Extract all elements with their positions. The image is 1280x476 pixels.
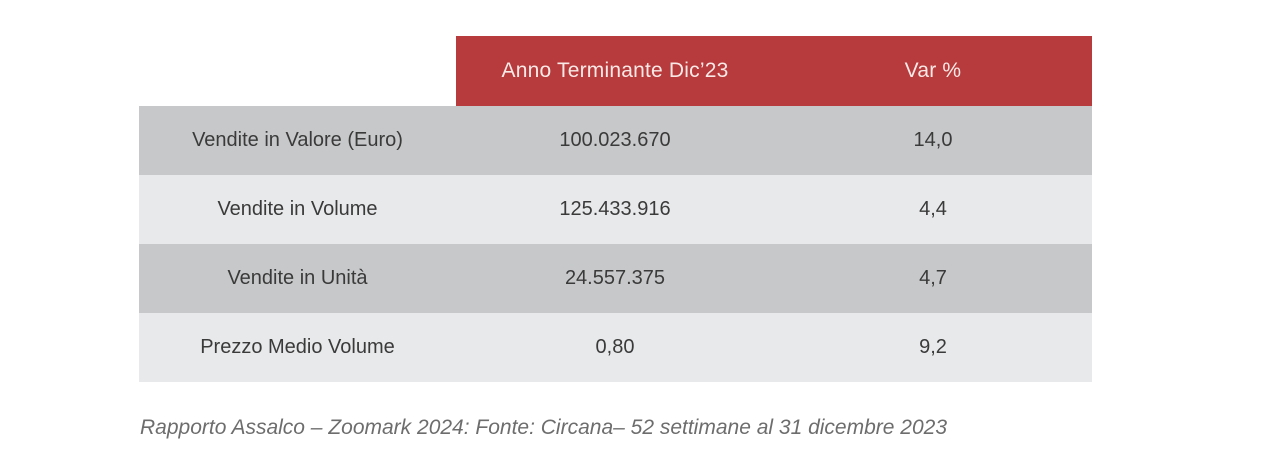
header-spacer bbox=[139, 36, 456, 106]
row-label: Vendite in Volume bbox=[217, 198, 378, 220]
row-var: 4,4 bbox=[919, 198, 947, 220]
table-row: Vendite in Volume 125.433.916 4,4 bbox=[139, 175, 1092, 244]
row-var: 14,0 bbox=[913, 129, 953, 151]
row-var: 4,7 bbox=[919, 267, 947, 289]
row-value: 0,80 bbox=[595, 336, 635, 358]
table-row: Vendite in Valore (Euro) 100.023.670 14,… bbox=[139, 106, 1092, 175]
table-body: Vendite in Valore (Euro) 100.023.670 14,… bbox=[139, 106, 1092, 382]
column-header-var-percent: Var % bbox=[904, 59, 962, 82]
row-label: Vendite in Unità bbox=[227, 267, 368, 289]
row-label: Prezzo Medio Volume bbox=[200, 336, 395, 358]
row-value: 100.023.670 bbox=[559, 129, 671, 151]
row-label: Vendite in Valore (Euro) bbox=[192, 129, 403, 151]
row-var: 9,2 bbox=[919, 336, 947, 358]
table-header-row: Anno Terminante Dic’23 Var % bbox=[139, 36, 1092, 106]
row-value: 125.433.916 bbox=[559, 198, 671, 220]
source-caption: Rapporto Assalco – Zoomark 2024: Fonte: … bbox=[140, 416, 948, 439]
data-table: Anno Terminante Dic’23 Var % Vendite in … bbox=[139, 36, 1092, 382]
table-header-bar: Anno Terminante Dic’23 Var % bbox=[456, 36, 1092, 106]
table-row: Vendite in Unità 24.557.375 4,7 bbox=[139, 244, 1092, 313]
table-row: Prezzo Medio Volume 0,80 9,2 bbox=[139, 313, 1092, 382]
column-header-anno-terminante: Anno Terminante Dic’23 bbox=[501, 59, 729, 82]
row-value: 24.557.375 bbox=[564, 267, 666, 289]
